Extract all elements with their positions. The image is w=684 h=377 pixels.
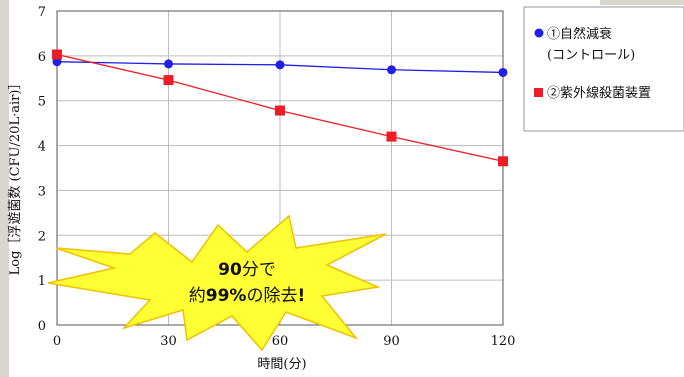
x-tick-label: 120: [491, 334, 516, 349]
legend-marker-uv-sterilizer: [534, 88, 543, 97]
y-axis-label: Log［浮遊菌数 (CFU/20L·air)］: [8, 77, 23, 276]
frame-edge-top: [600, 0, 684, 5]
callout-line-2-bold: 99%: [206, 286, 247, 306]
data-point-0: [275, 60, 285, 70]
burst-shape: [47, 214, 387, 352]
x-tick-label: 0: [53, 334, 61, 349]
y-tick-label: 1: [38, 274, 46, 289]
callout-line-2-mid: の除去: [246, 286, 297, 306]
legend-label-uv-sterilizer: ②紫外線殺菌装置: [547, 85, 651, 101]
callout-line-2-pre: 約: [189, 286, 206, 306]
y-tick-label: 3: [38, 184, 46, 199]
y-tick-label: 2: [38, 229, 46, 244]
data-point-0: [387, 65, 396, 75]
x-tick-label: 60: [272, 334, 289, 349]
x-tick-label: 90: [383, 334, 400, 349]
callout-line-1: 90分で: [218, 260, 276, 280]
callout-line-1-bold: 90: [218, 260, 242, 280]
callout-line-1-rest: 分で: [242, 260, 276, 280]
axis-ticks: 0 1 2 3 4 5 6 7 0 30 60 90 120: [38, 5, 516, 349]
x-tick-label: 30: [160, 334, 177, 349]
y-tick-label: 5: [38, 95, 46, 110]
legend-marker-natural-decay: [534, 28, 544, 38]
data-point-1: [386, 131, 397, 142]
legend-label-natural-decay-sub: (コントロール): [547, 48, 635, 63]
callout-line-2-end: !: [297, 286, 305, 306]
callout-line-2: 約99%の除去!: [189, 286, 305, 306]
data-point-0: [164, 59, 173, 69]
legend: ①自然減衰 (コントロール) ②紫外線殺菌装置: [523, 6, 684, 132]
callout-burst: 90分で 約99%の除去!: [47, 214, 387, 352]
data-point-1: [275, 105, 285, 116]
y-tick-label: 0: [38, 319, 46, 334]
x-axis-label: 時間(分): [257, 357, 306, 372]
data-point-1: [498, 156, 508, 167]
data-point-1: [163, 75, 174, 86]
series: [52, 49, 508, 167]
data-point-1: [52, 49, 62, 60]
y-tick-label: 6: [38, 50, 46, 65]
frame-edge-left: [0, 0, 9, 377]
y-tick-label: 4: [38, 140, 46, 155]
y-tick-label: 7: [38, 5, 46, 20]
legend-box: [523, 6, 684, 132]
data-point-0: [498, 67, 508, 77]
plot-area-border: [56, 10, 504, 326]
legend-label-natural-decay: ①自然減衰: [547, 26, 612, 42]
